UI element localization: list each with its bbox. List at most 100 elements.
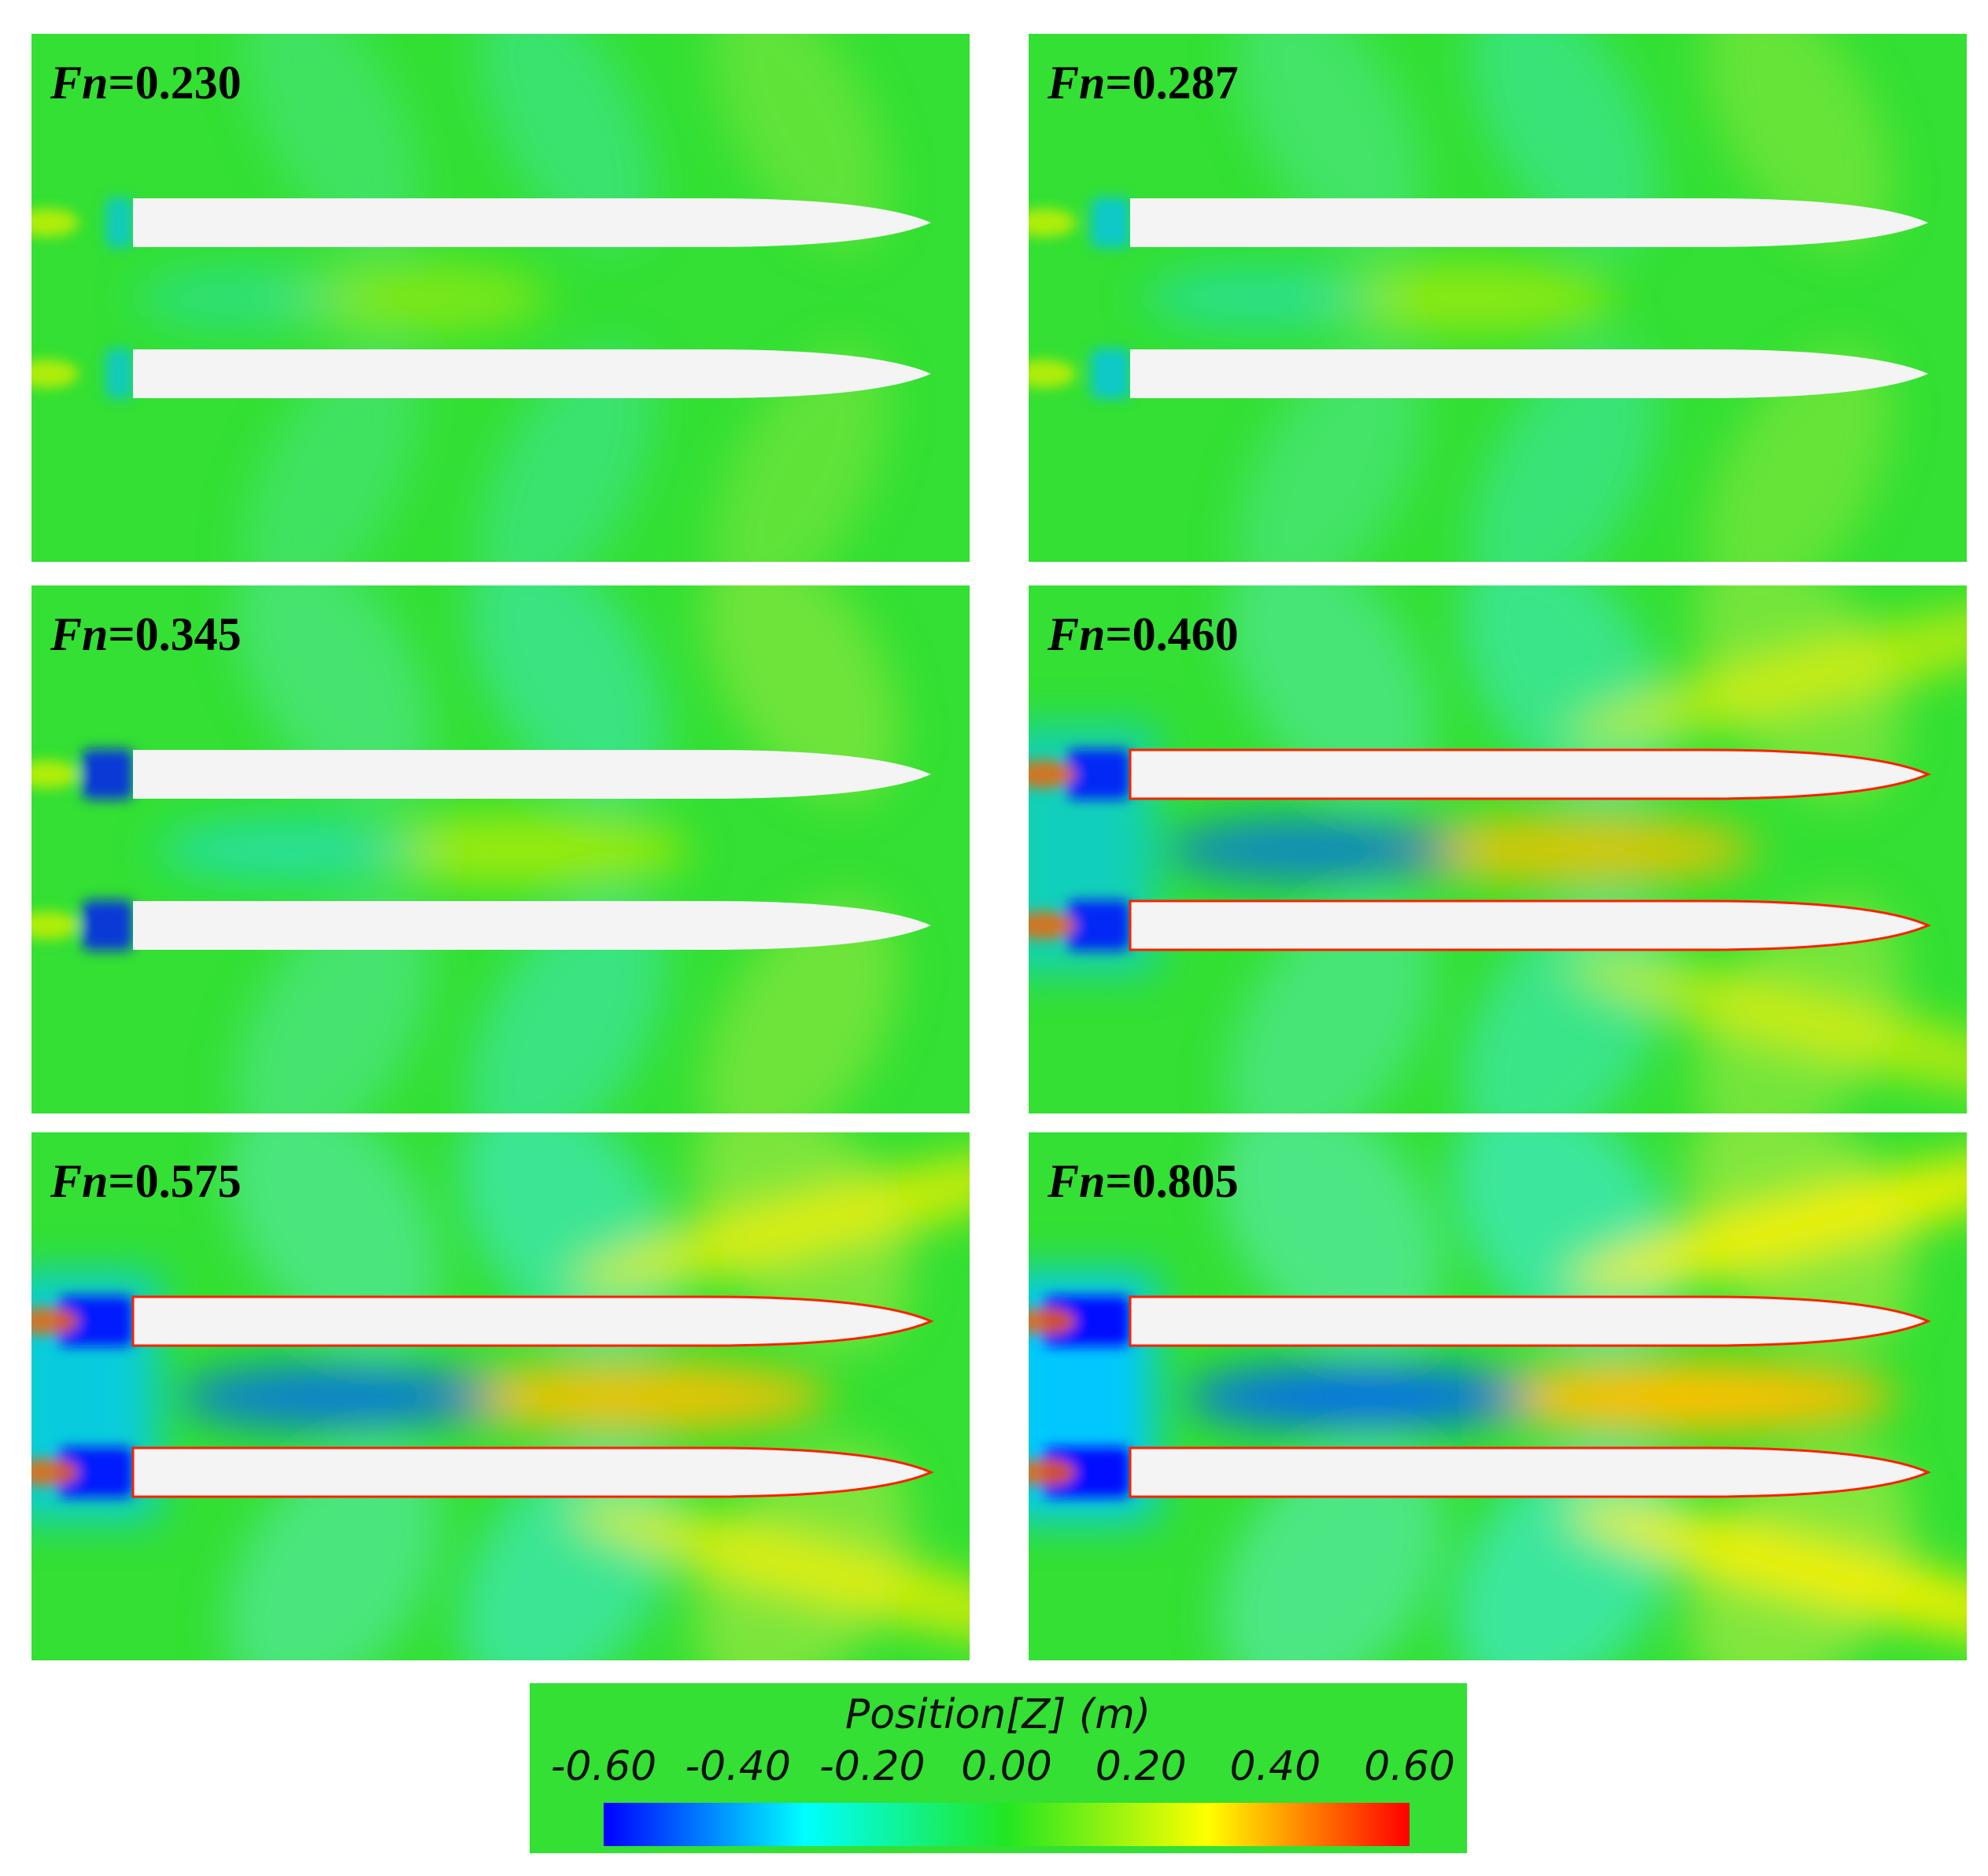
panel-label: Fn=0.287 xyxy=(1047,57,1239,109)
wave-trough xyxy=(176,1365,497,1428)
wave-band xyxy=(1236,34,1423,249)
wave-band xyxy=(225,1444,442,1660)
wave-band xyxy=(1470,34,1657,249)
stern-dip-core xyxy=(58,1296,133,1346)
stern-rise xyxy=(31,1307,79,1335)
bow-wave xyxy=(1566,955,1967,1099)
wave-band xyxy=(1218,1132,1443,1350)
wave-pattern xyxy=(31,1132,970,1660)
stern-dip-core xyxy=(1091,349,1130,399)
stern-dip-core xyxy=(82,749,133,800)
wave-trough xyxy=(155,818,423,881)
colorbar-tick-label: -0.60 xyxy=(551,1743,657,1790)
stern-rise xyxy=(31,209,79,237)
wave-band xyxy=(712,346,889,562)
wave-band xyxy=(1218,1443,1443,1660)
hull xyxy=(133,198,931,247)
panel: Fn=0.460 xyxy=(1029,585,1967,1113)
hull xyxy=(131,1295,934,1347)
wave-band xyxy=(1227,897,1434,1113)
stern-rise xyxy=(1029,1307,1076,1335)
panel-label-value: =0.287 xyxy=(1105,57,1238,109)
colorbar-tick-label: 0.00 xyxy=(961,1743,1052,1790)
wave-band xyxy=(478,34,655,249)
stern-dip xyxy=(1029,1296,1130,1497)
panel: Fn=0.805 xyxy=(1029,1132,1967,1660)
panel-label-symbol: Fn xyxy=(50,1155,108,1207)
wave-band xyxy=(1227,585,1434,802)
panel: Fn=0.575 xyxy=(31,1132,970,1660)
wave-pattern xyxy=(1142,34,1892,562)
colorbar-scale xyxy=(604,1803,1410,1846)
wave-band xyxy=(1470,346,1657,562)
stern-dip-core xyxy=(1091,198,1130,248)
bow-wave xyxy=(1566,1502,1967,1645)
colorbar-tick-label: 0.60 xyxy=(1364,1743,1455,1790)
stern-dip-core xyxy=(1067,900,1130,951)
colorbar-tick-label: 0.20 xyxy=(1096,1743,1187,1790)
wave-trough xyxy=(1184,1365,1531,1428)
wave-trough xyxy=(1142,267,1384,330)
stern-dip xyxy=(1029,198,1130,399)
hull xyxy=(1129,1446,1931,1498)
hull xyxy=(1130,198,1928,247)
wave-band xyxy=(234,898,431,1113)
hull xyxy=(133,901,931,950)
wave-band xyxy=(703,898,900,1113)
panel-label-symbol: Fn xyxy=(1047,1155,1105,1207)
stern-dip xyxy=(31,1296,133,1497)
hull xyxy=(133,750,931,799)
colorbar-tick-label: -0.40 xyxy=(685,1743,791,1790)
panel-label-symbol: Fn xyxy=(50,608,108,660)
wave-band xyxy=(1705,34,1892,249)
wave-crest xyxy=(1473,1361,1898,1432)
colorbar-tick-label: 0.40 xyxy=(1229,1743,1321,1790)
panel-label-symbol: Fn xyxy=(1047,608,1105,660)
wave-band xyxy=(243,34,420,249)
panel: Fn=0.287 xyxy=(1029,34,1967,562)
bow-wave xyxy=(569,1502,970,1645)
stern-rise xyxy=(31,1458,79,1486)
stern-rise xyxy=(1029,1458,1076,1486)
stern-rise xyxy=(1029,911,1076,940)
hull xyxy=(1129,748,1931,800)
panel-label-value: =0.460 xyxy=(1105,608,1238,660)
stern-dip-core xyxy=(105,198,133,248)
wave-crest xyxy=(436,1361,830,1432)
stern-rise xyxy=(1029,360,1076,388)
stern-dip-core xyxy=(1044,1447,1130,1497)
wave-band xyxy=(1236,346,1423,562)
wave-band xyxy=(712,34,889,249)
panel-label-value: =0.805 xyxy=(1105,1155,1238,1207)
wave-band xyxy=(225,1132,442,1349)
panel-label-value: =0.230 xyxy=(108,57,241,109)
stern-rise xyxy=(1029,209,1076,237)
stern-dip-core xyxy=(58,1447,133,1497)
wave-crest xyxy=(280,263,549,334)
colorbar-title: Position[Z] (m) xyxy=(845,1691,1151,1738)
panel-label: Fn=0.345 xyxy=(50,608,242,660)
panel-label-symbol: Fn xyxy=(50,57,108,109)
hull xyxy=(133,349,931,398)
stern-rise xyxy=(1029,760,1076,788)
panel-label-value: =0.575 xyxy=(108,1155,241,1207)
panel-label: Fn=0.230 xyxy=(50,57,242,109)
wave-band xyxy=(243,346,420,562)
stern-rise xyxy=(31,911,79,940)
wave-pattern xyxy=(135,34,889,562)
stern-dip-core xyxy=(1067,749,1130,800)
bow-wave xyxy=(1566,1147,1967,1291)
wave-pattern xyxy=(1029,585,1967,1113)
wave-band xyxy=(468,585,666,801)
stern-dip xyxy=(1029,749,1130,951)
wave-crest xyxy=(1317,263,1617,334)
hull xyxy=(1129,1295,1931,1347)
wave-crest xyxy=(358,814,689,885)
stern-dip-core xyxy=(82,900,133,951)
panel-label-symbol: Fn xyxy=(1047,57,1105,109)
stern-dip-core xyxy=(105,349,133,399)
wave-band xyxy=(468,898,666,1113)
stern-dip xyxy=(31,749,133,951)
